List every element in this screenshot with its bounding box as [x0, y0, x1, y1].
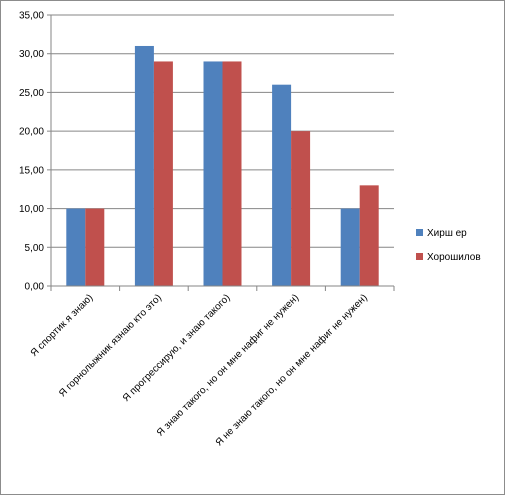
- bar-2-5: [359, 185, 379, 286]
- y-tick-label: 25,00: [19, 88, 44, 99]
- y-tick-label: 0,00: [25, 282, 45, 293]
- y-tick-label: 35,00: [19, 11, 44, 22]
- bar-1-3: [203, 61, 223, 287]
- y-tick-label: 15,00: [19, 165, 44, 176]
- bar-1-2: [134, 45, 154, 286]
- axes: [50, 15, 395, 291]
- x-category-label: Я спортик я знаю): [29, 292, 96, 359]
- y-tick-label: 20,00: [19, 127, 44, 138]
- bar-1-4: [272, 84, 292, 286]
- x-category-label: Я прогрессирую, и знаю такого): [121, 292, 233, 404]
- y-tick-label: 5,00: [25, 243, 45, 254]
- legend: Хирш ер Хорошилов: [416, 228, 481, 263]
- legend-label: Хирш ер: [427, 228, 467, 239]
- bar-2-1: [85, 208, 105, 286]
- bar-1-1: [66, 208, 86, 286]
- x-category-label: Я знаю такого, но он мне нафиг не нужен): [154, 292, 301, 439]
- x-category-label: Я не знаю такого, но он мне нафиг не нуж…: [213, 292, 370, 449]
- legend-swatch: [416, 229, 423, 236]
- x-axis-labels: Я спортик я знаю)Я горнолыжник язнаю кто…: [29, 292, 370, 449]
- bar-2-2: [153, 61, 173, 287]
- y-axis-ticks: 0,00 5,00 10,00 15,00 20,00 25,00 30,00 35,00: [19, 11, 51, 293]
- legend-label: Хорошилов: [427, 252, 481, 263]
- bar-2-3: [222, 61, 242, 287]
- bar-1-5: [340, 208, 360, 286]
- bar-2-4: [291, 131, 311, 286]
- bars: [66, 45, 379, 287]
- y-tick-label: 10,00: [19, 204, 44, 215]
- y-tick-label: 30,00: [19, 49, 44, 60]
- legend-swatch: [416, 253, 423, 260]
